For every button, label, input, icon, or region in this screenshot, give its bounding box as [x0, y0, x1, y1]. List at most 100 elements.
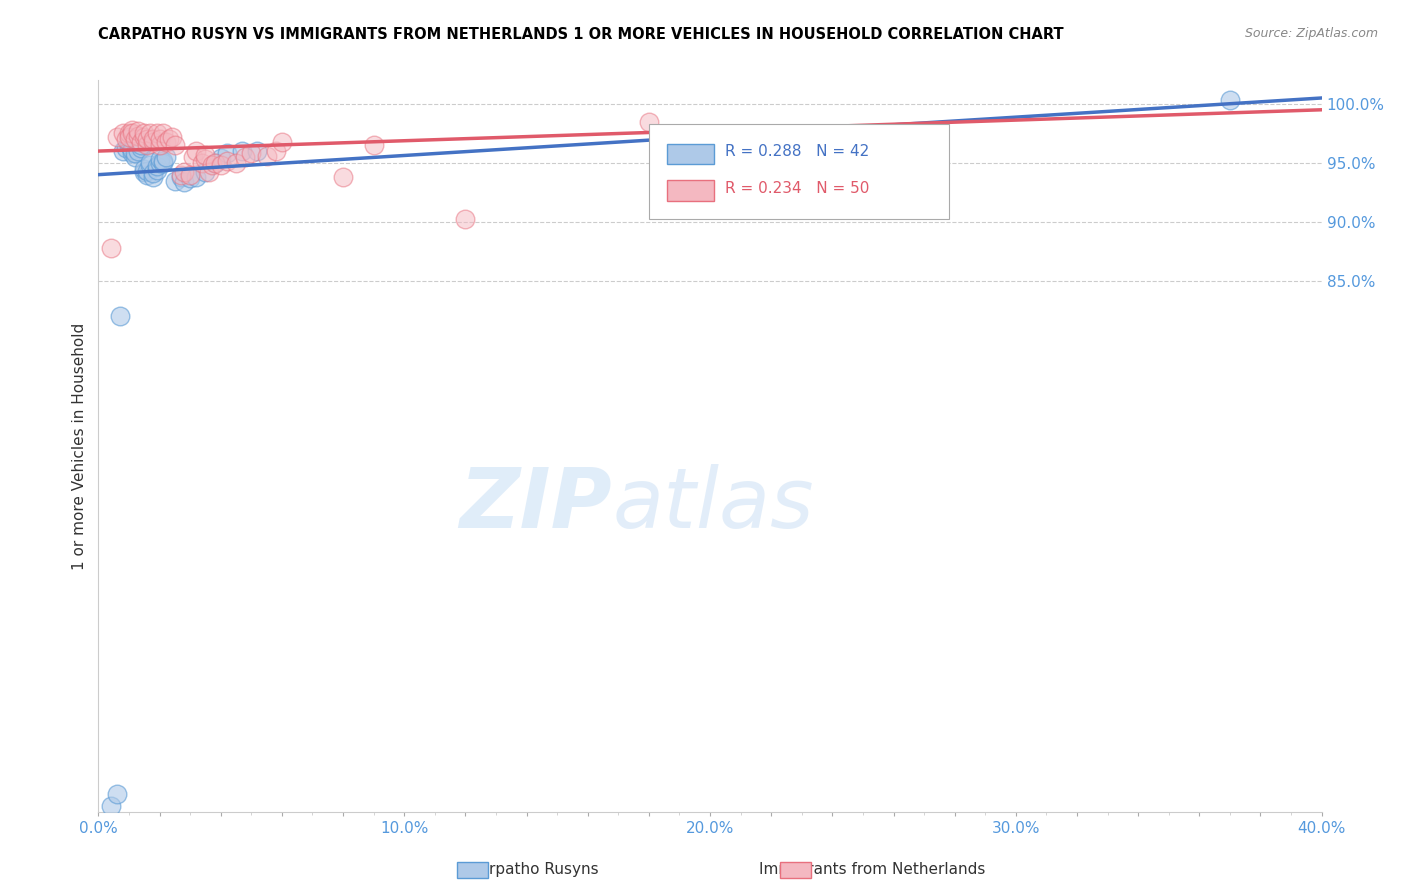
- Point: [155, 135, 177, 149]
- Text: ZIP: ZIP: [460, 464, 612, 545]
- Point: [256, 149, 278, 163]
- Point: [121, 146, 143, 161]
- Point: [157, 132, 180, 146]
- Point: [118, 135, 141, 149]
- Point: [111, 127, 134, 141]
- Point: [163, 138, 186, 153]
- Point: [264, 144, 287, 158]
- Point: [145, 127, 167, 141]
- Point: [134, 127, 156, 141]
- Point: [115, 140, 138, 154]
- Point: [134, 129, 156, 144]
- Point: [225, 156, 247, 170]
- Point: [209, 158, 232, 172]
- Point: [181, 150, 204, 164]
- Point: [197, 165, 219, 179]
- Point: [124, 150, 146, 164]
- Point: [127, 124, 149, 138]
- Point: [149, 156, 172, 170]
- Point: [118, 129, 141, 144]
- Point: [332, 169, 354, 184]
- Point: [129, 135, 152, 149]
- Point: [100, 798, 122, 813]
- Point: [155, 150, 177, 164]
- Text: Carpatho Rusyns: Carpatho Rusyns: [470, 863, 599, 877]
- Point: [136, 132, 159, 146]
- Point: [186, 169, 208, 184]
- Point: [179, 171, 201, 186]
- Text: R = 0.234   N = 50: R = 0.234 N = 50: [724, 181, 869, 196]
- Point: [363, 138, 385, 153]
- Point: [152, 156, 174, 170]
- Text: R = 0.288   N = 42: R = 0.288 N = 42: [724, 145, 869, 160]
- Point: [200, 158, 222, 172]
- Point: [194, 165, 217, 179]
- Bar: [668, 180, 714, 201]
- Point: [136, 138, 159, 153]
- Point: [127, 144, 149, 158]
- Point: [194, 147, 217, 161]
- Point: [134, 165, 156, 179]
- Point: [170, 169, 193, 184]
- Point: [105, 787, 128, 801]
- Text: Source: ZipAtlas.com: Source: ZipAtlas.com: [1244, 27, 1378, 40]
- Point: [100, 241, 122, 255]
- Point: [118, 127, 141, 141]
- Point: [160, 129, 183, 144]
- Point: [204, 156, 226, 170]
- Y-axis label: 1 or more Vehicles in Household: 1 or more Vehicles in Household: [72, 322, 87, 570]
- Point: [139, 127, 162, 141]
- Point: [118, 138, 141, 153]
- Point: [194, 153, 217, 167]
- Point: [134, 161, 156, 176]
- Point: [115, 132, 138, 146]
- Point: [231, 144, 253, 158]
- Point: [637, 114, 661, 128]
- Point: [1219, 93, 1241, 107]
- Point: [145, 163, 167, 178]
- Point: [136, 164, 159, 178]
- Point: [152, 153, 174, 168]
- Point: [129, 140, 152, 154]
- Point: [142, 166, 165, 180]
- Point: [108, 310, 131, 324]
- Point: [246, 144, 269, 158]
- Point: [209, 151, 232, 165]
- Point: [170, 168, 193, 182]
- Text: CARPATHO RUSYN VS IMMIGRANTS FROM NETHERLANDS 1 OR MORE VEHICLES IN HOUSEHOLD CO: CARPATHO RUSYN VS IMMIGRANTS FROM NETHER…: [98, 27, 1064, 42]
- Point: [139, 158, 162, 172]
- Point: [191, 156, 214, 170]
- Point: [136, 168, 159, 182]
- Point: [121, 127, 143, 141]
- Point: [163, 173, 186, 187]
- Point: [142, 132, 165, 146]
- Point: [215, 153, 238, 168]
- Point: [111, 144, 134, 158]
- Point: [454, 212, 477, 227]
- Point: [124, 132, 146, 146]
- Point: [204, 156, 226, 170]
- Point: [186, 144, 208, 158]
- Point: [149, 153, 172, 167]
- Point: [105, 129, 128, 144]
- Point: [240, 146, 263, 161]
- Text: Immigrants from Netherlands: Immigrants from Netherlands: [758, 863, 986, 877]
- Point: [270, 135, 292, 149]
- Point: [142, 135, 165, 149]
- Point: [139, 154, 162, 169]
- Bar: [668, 144, 714, 164]
- Point: [173, 175, 195, 189]
- Point: [149, 132, 172, 146]
- Point: [118, 132, 141, 146]
- Point: [149, 138, 172, 153]
- Point: [121, 143, 143, 157]
- Text: atlas: atlas: [612, 464, 814, 545]
- Point: [129, 138, 152, 153]
- Point: [124, 146, 146, 161]
- Point: [233, 150, 256, 164]
- Point: [127, 128, 149, 143]
- Point: [173, 165, 195, 179]
- Point: [142, 169, 165, 184]
- Point: [152, 127, 174, 141]
- Point: [215, 146, 238, 161]
